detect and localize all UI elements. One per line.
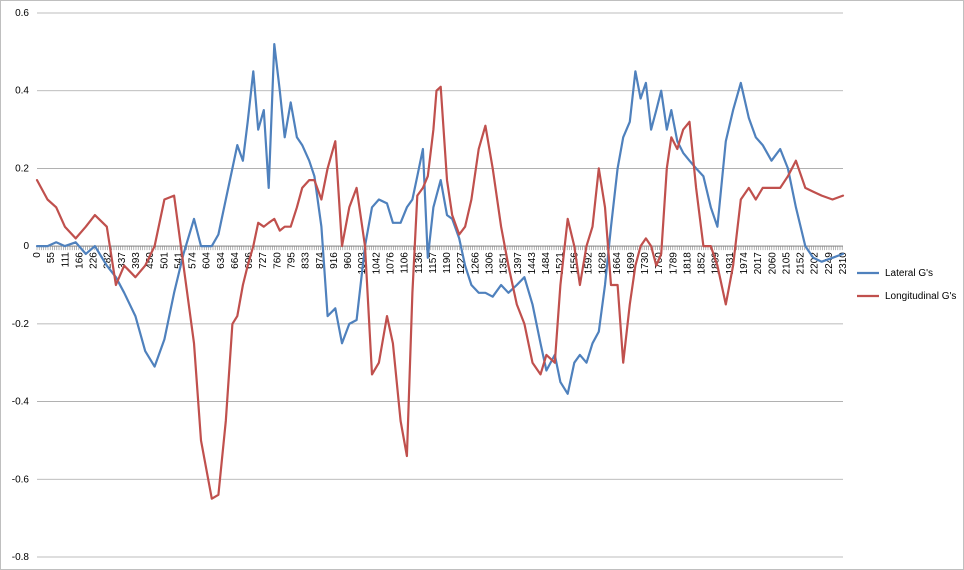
x-tick-label: 2017 bbox=[753, 252, 764, 275]
x-tick-label: 1076 bbox=[386, 252, 397, 275]
x-tick-label: 337 bbox=[117, 252, 128, 269]
x-tick-label: 0 bbox=[32, 252, 43, 258]
x-tick-label: 541 bbox=[173, 252, 184, 269]
x-tick-label: 1227 bbox=[456, 252, 467, 275]
x-tick-label: 501 bbox=[159, 252, 170, 269]
x-tick-label: 1157 bbox=[428, 252, 439, 274]
x-tick-label: 1266 bbox=[470, 252, 481, 275]
x-tick-label: 2249 bbox=[824, 252, 835, 275]
y-axis-ticks: 0.6 0.4 0.2 0 -0.2 -0.4 -0.6 -0.8 bbox=[12, 8, 30, 563]
y-tick-label: 0.4 bbox=[15, 86, 29, 97]
x-tick-label: 1484 bbox=[541, 252, 552, 275]
x-tick-label: 1664 bbox=[612, 252, 623, 275]
x-tick-label: 2060 bbox=[767, 252, 778, 275]
x-tick-label: 916 bbox=[329, 252, 340, 269]
x-tick-label: 2310 bbox=[838, 252, 849, 275]
legend: Lateral G's Longitudinal G's bbox=[857, 268, 956, 302]
x-tick-label: 1556 bbox=[569, 252, 580, 275]
x-tick-label: 795 bbox=[287, 252, 298, 269]
x-tick-label: 111 bbox=[60, 252, 71, 268]
x-tick-label: 664 bbox=[230, 252, 241, 269]
x-tick-label: 1699 bbox=[626, 252, 637, 275]
x-tick-label: 2105 bbox=[781, 252, 792, 275]
x-tick-label: 1106 bbox=[400, 252, 411, 274]
x-tick-label: 226 bbox=[89, 252, 100, 269]
x-tick-label: 450 bbox=[145, 252, 156, 269]
y-tick-label: -0.8 bbox=[12, 552, 30, 563]
x-tick-label: 760 bbox=[272, 252, 283, 269]
x-tick-label: 874 bbox=[315, 252, 326, 269]
y-tick-label: 0 bbox=[23, 241, 29, 252]
x-tick-label: 2202 bbox=[810, 252, 821, 275]
x-tick-label: 1730 bbox=[640, 252, 651, 275]
x-tick-label: 55 bbox=[46, 252, 57, 264]
x-axis bbox=[36, 245, 843, 251]
x-tick-label: 1136 bbox=[414, 252, 425, 274]
x-tick-label: 1521 bbox=[555, 252, 566, 275]
x-tick-label: 1306 bbox=[484, 252, 495, 275]
x-tick-label: 393 bbox=[131, 252, 142, 269]
x-tick-label: 1443 bbox=[527, 252, 538, 275]
y-tick-label: -0.4 bbox=[12, 397, 30, 408]
x-tick-label: 1190 bbox=[442, 252, 453, 274]
x-tick-label: 1760 bbox=[654, 252, 665, 275]
x-tick-label: 1974 bbox=[739, 252, 750, 275]
x-tick-label: 1931 bbox=[725, 252, 736, 275]
x-tick-label: 2152 bbox=[796, 252, 807, 275]
x-tick-label: 574 bbox=[188, 252, 199, 269]
x-tick-label: 166 bbox=[74, 252, 85, 269]
x-tick-label: 727 bbox=[258, 252, 269, 269]
x-tick-label: 282 bbox=[103, 252, 114, 269]
x-tick-label: 1397 bbox=[513, 252, 524, 275]
series-line-lateral bbox=[35, 42, 845, 395]
y-tick-label: 0.6 bbox=[15, 8, 29, 19]
x-tick-label: 634 bbox=[216, 252, 227, 269]
x-tick-label: 960 bbox=[343, 252, 354, 269]
x-tick-label: 833 bbox=[301, 252, 312, 269]
legend-label: Longitudinal G's bbox=[885, 291, 956, 302]
x-tick-label: 1628 bbox=[598, 252, 609, 275]
x-tick-label: 1852 bbox=[697, 252, 708, 275]
legend-label: Lateral G's bbox=[885, 268, 933, 279]
series-line-longitudinal bbox=[35, 85, 845, 500]
x-tick-label: 1818 bbox=[682, 252, 693, 275]
x-tick-label: 1789 bbox=[668, 252, 679, 275]
x-tick-label: 604 bbox=[202, 252, 213, 269]
y-tick-label: -0.6 bbox=[12, 474, 30, 485]
series-lines bbox=[35, 42, 845, 500]
y-tick-label: -0.2 bbox=[12, 319, 30, 330]
x-tick-label: 1592 bbox=[583, 252, 594, 275]
y-tick-label: 0.2 bbox=[15, 163, 29, 174]
x-tick-label: 1351 bbox=[499, 252, 510, 275]
x-axis-ticks: 0 55 111 166 226 282 337 393 450 501 541 574 604 634 6… bbox=[32, 252, 849, 275]
x-tick-label: 1042 bbox=[371, 252, 382, 275]
